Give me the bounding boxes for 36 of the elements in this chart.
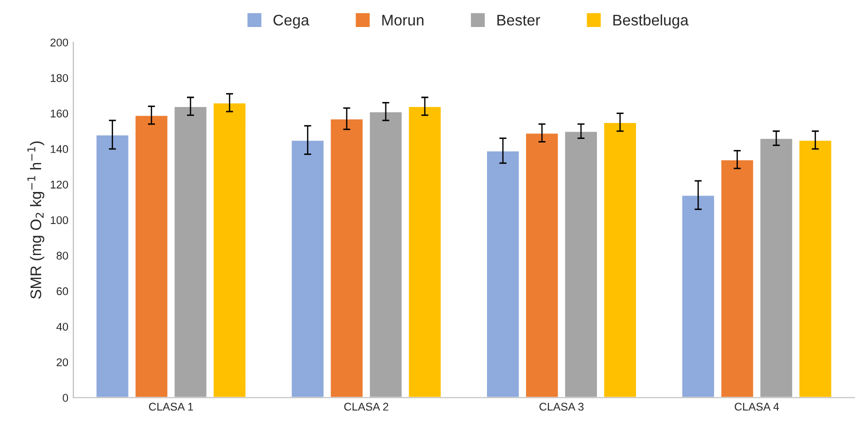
legend-label: Bestbeluga: [613, 14, 689, 29]
x-tick-label: CLASA 3: [540, 402, 584, 411]
bar: [720, 158, 755, 398]
x-tick-label: CLASA 4: [734, 402, 779, 411]
bar: [564, 130, 598, 398]
x-tick-label: CLASA 2: [344, 402, 388, 411]
y-tick-label: 60: [56, 287, 68, 296]
y-axis-title: SMR (mg O$_{2}$ kg$^{−1}$ h$^{−1}$): [27, 141, 44, 299]
bar: [602, 122, 638, 398]
y-tick-label: 120: [50, 180, 68, 189]
y-tick-label: 0: [62, 394, 68, 402]
y-tick-label: 20: [56, 358, 68, 366]
bar: [134, 114, 169, 398]
y-tick-label: 180: [50, 74, 68, 82]
bar: [368, 110, 404, 398]
y-tick-label: 200: [50, 38, 68, 46]
bar: [680, 194, 716, 398]
y-tick-label: 80: [56, 252, 68, 260]
x-tick-label: CLASA 1: [149, 402, 193, 411]
bar: [524, 132, 560, 398]
y-tick-label: 40: [56, 322, 68, 331]
bar: [290, 139, 325, 398]
bar: [758, 138, 794, 398]
y-tick-label: 140: [50, 145, 68, 154]
y-tick-label: 160: [50, 110, 68, 118]
bar: [212, 102, 247, 398]
bar: [798, 139, 833, 398]
bar: [486, 150, 520, 398]
bar: [95, 134, 130, 398]
y-tick-label: 100: [50, 216, 68, 224]
bar: [329, 118, 364, 398]
legend-label: Morun: [382, 14, 424, 26]
legend-label: Cega: [274, 14, 310, 29]
legend-label: Bester: [497, 14, 540, 26]
bar: [408, 106, 442, 398]
bar: [173, 106, 208, 398]
